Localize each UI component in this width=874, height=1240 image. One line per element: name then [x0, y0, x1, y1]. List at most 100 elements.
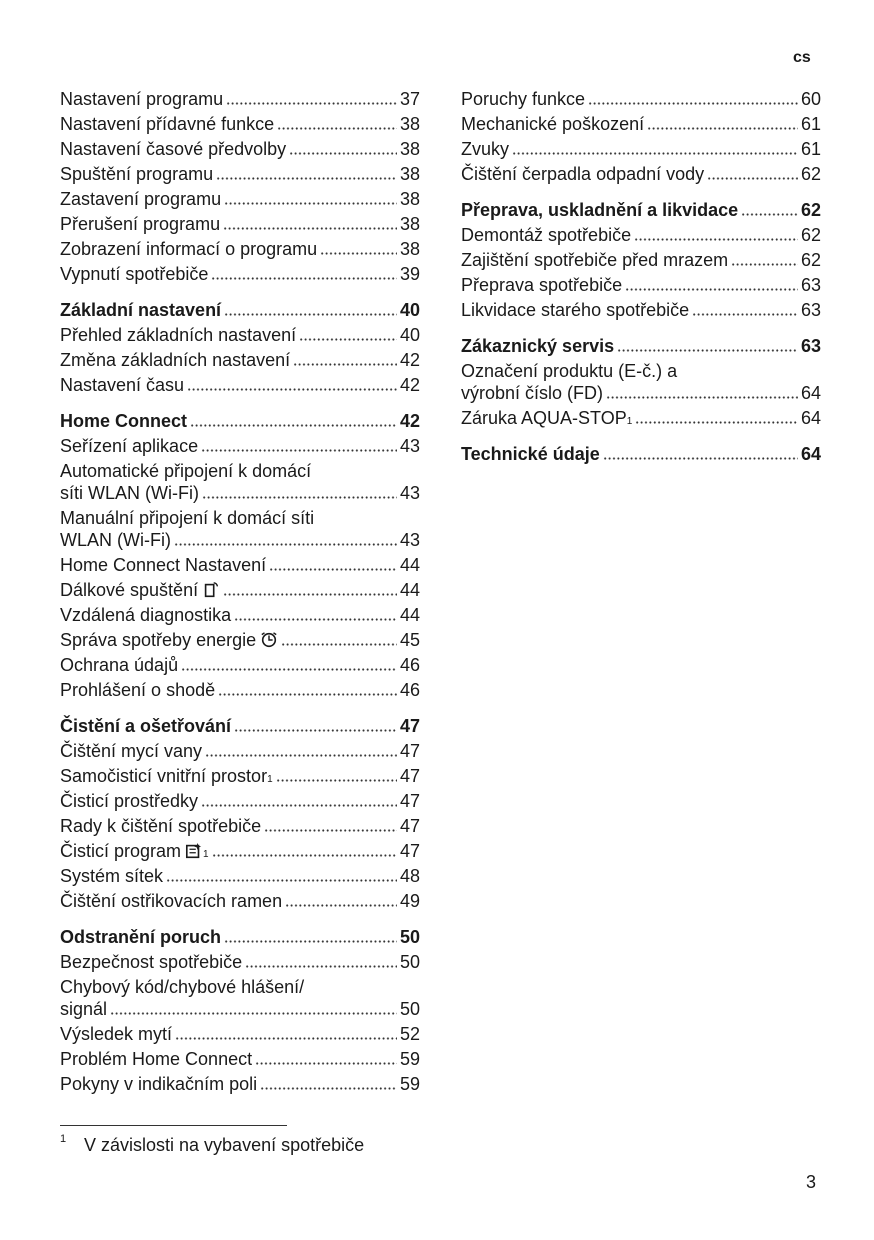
entry-title: Čisticí program	[60, 841, 182, 861]
entry-row: Zastavení programu 38	[60, 188, 420, 210]
toc-section: Home Connect 42 Seřízení aplikace 43 Automat…	[60, 410, 420, 701]
toc-entry: Manuální připojení k domácí síti WLAN (Wi…	[60, 507, 420, 551]
dot-leader	[320, 252, 397, 255]
dot-leader	[224, 313, 397, 316]
entry-row: Ochrana údajů 46	[60, 654, 420, 676]
entry-page: 47	[399, 716, 420, 736]
toc-entry: Chybový kód/chybové hlášení/signál 50	[60, 976, 420, 1020]
entry-title: Home Connect Nastavení	[60, 555, 267, 575]
entry-page: 49	[399, 891, 420, 911]
entry-title: Vypnutí spotřebiče	[60, 264, 209, 284]
entry-title: Záruka AQUA-STOP	[461, 408, 627, 428]
entry-row: Čištění ostřikovacích ramen 49	[60, 890, 420, 912]
dot-leader	[707, 177, 798, 180]
entry-title: Přeprava spotřebiče	[461, 275, 623, 295]
entry-page: 50	[399, 999, 420, 1019]
language-code: cs	[793, 49, 811, 66]
entry-row: Demontáž spotřebiče 62	[461, 224, 821, 246]
entry-page: 38	[399, 164, 420, 184]
toc-entry: Pokyny v indikačním poli 59	[60, 1073, 420, 1095]
toc-entry: Čištění mycí vany 47	[60, 740, 420, 762]
toc-entry: Dálkové spuštění 44	[60, 579, 420, 601]
dot-leader	[216, 177, 397, 180]
entry-row: Čisticí program 1 47	[60, 841, 420, 861]
dot-leader	[224, 940, 397, 943]
entry-title: Čištění čerpadla odpadní vody	[461, 164, 705, 184]
entry-row: Bezpečnost spotřebiče 50	[60, 951, 420, 973]
entry-page: 40	[399, 300, 420, 320]
entry-row: Mechanické poškození 61	[461, 113, 821, 135]
entry-title: Nastavení časové předvolby	[60, 139, 287, 159]
entry-title: Výsledek mytí	[60, 1024, 173, 1044]
entry-page: 61	[800, 139, 821, 159]
dot-leader	[201, 496, 397, 499]
toc-entry: Spuštění programu 38	[60, 163, 420, 185]
page-number: 3	[806, 1172, 817, 1192]
entry-page: 46	[399, 655, 420, 675]
entry-page: 38	[399, 214, 420, 234]
entry-row: Přeprava spotřebiče 63	[461, 274, 821, 296]
dot-leader	[634, 238, 798, 241]
entry-page: 59	[399, 1049, 420, 1069]
toc-entry: Systém sítek 48	[60, 865, 420, 887]
toc-entry: Demontáž spotřebiče 62	[461, 224, 821, 246]
entry-page: 45	[399, 630, 420, 650]
toc-entry: Označení produktu (E-č.) a výrobní číslo …	[461, 360, 821, 404]
dot-leader	[741, 213, 798, 216]
toc-entry: Čisticí prostředky 47	[60, 790, 420, 812]
entry-title: Správa spotřeby energie	[60, 630, 257, 650]
toc-entry: Nastavení času 42	[60, 374, 420, 396]
entry-title: Vzdálená diagnostika	[60, 605, 232, 625]
entry-page: 50	[399, 952, 420, 972]
toc-entry: Vzdálená diagnostika 44	[60, 604, 420, 626]
section-heading: Základní nastavení 40	[60, 299, 420, 321]
entry-row: Čistění a ošetřování 47	[60, 715, 420, 737]
entry-page: 38	[399, 139, 420, 159]
entry-title: WLAN (Wi-Fi)	[60, 530, 171, 550]
toc-entry: Čištění čerpadla odpadní vody 62	[461, 163, 821, 185]
entry-title-line: Manuální připojení k domácí síti	[60, 508, 315, 528]
entry-title: Zastavení programu	[60, 189, 222, 209]
entry-title: Dálkové spuštění	[60, 580, 199, 600]
entry-title: síti WLAN (Wi-Fi)	[60, 483, 199, 503]
section-heading: Technické údaje 64	[461, 443, 821, 465]
toc-entry: Mechanické poškození 61	[461, 113, 821, 135]
toc-entry: Samočisticí vnitřní prostor 1 47	[60, 765, 420, 787]
entry-page: 42	[399, 375, 420, 395]
dot-leader	[173, 543, 397, 546]
dot-leader	[234, 618, 397, 621]
dot-leader	[175, 1037, 397, 1040]
entry-title: Čisticí prostředky	[60, 791, 199, 811]
entry-row: Poruchy funkce 60	[461, 88, 821, 110]
toc-section: Odstranění poruch 50 Bezpečnost spotřebiče…	[60, 926, 420, 1095]
entry-page: 62	[800, 250, 821, 270]
dot-leader	[293, 363, 397, 366]
toc-entry: Seřízení aplikace 43	[60, 435, 420, 457]
entry-title: Pokyny v indikačním poli	[60, 1074, 258, 1094]
entry-page: 47	[399, 766, 420, 786]
entry-row: Samočisticí vnitřní prostor 1 47	[60, 766, 420, 786]
entry-title: Čistění a ošetřování	[60, 716, 232, 736]
toc-entry: Zobrazení informací o programu 38	[60, 238, 420, 260]
entry-row: Zobrazení informací o programu 38	[60, 238, 420, 260]
toc-entry: Čištění ostřikovacích ramen 49	[60, 890, 420, 912]
entry-title: Bezpečnost spotřebiče	[60, 952, 243, 972]
entry-page: 60	[800, 89, 821, 109]
dot-leader	[731, 263, 798, 266]
dot-leader	[625, 288, 798, 291]
entry-page: 43	[399, 483, 420, 503]
entry-title: Mechanické poškození	[461, 114, 645, 134]
entry-title: Spuštění programu	[60, 164, 214, 184]
entry-row: Čištění čerpadla odpadní vody 62	[461, 163, 821, 185]
entry-title: Home Connect	[60, 411, 188, 431]
toc-entry: Přehled základních nastavení 40	[60, 324, 420, 346]
footnote-rule	[60, 1125, 287, 1126]
dot-leader	[211, 854, 397, 857]
entry-title: Seřízení aplikace	[60, 436, 199, 456]
dot-leader	[201, 804, 397, 807]
toc-entry: Likvidace starého spotřebiče 63	[461, 299, 821, 321]
entry-row: síti WLAN (Wi-Fi) 43	[60, 482, 420, 504]
entry-page: 47	[399, 841, 420, 861]
entry-page: 48	[399, 866, 420, 886]
entry-title: Likvidace starého spotřebiče	[461, 300, 690, 320]
